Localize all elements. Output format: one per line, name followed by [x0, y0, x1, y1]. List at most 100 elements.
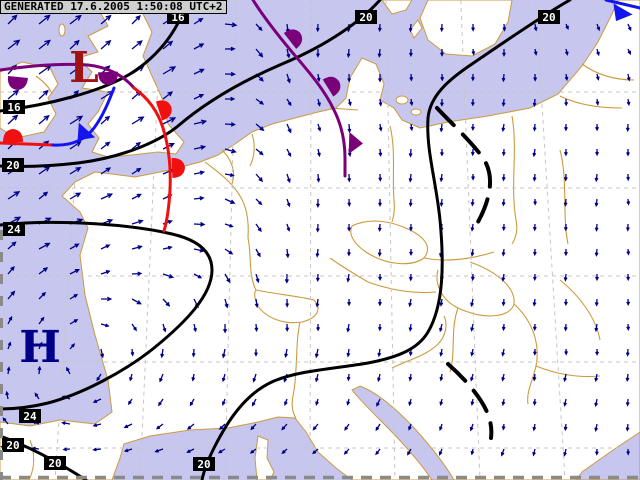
wind-arrow	[69, 243, 80, 250]
wind-arrow	[375, 423, 381, 432]
wind-arrow	[254, 298, 259, 309]
wind-arrow	[286, 173, 291, 184]
wind-arrow	[316, 173, 321, 183]
wind-arrow	[626, 448, 630, 456]
wind-arrow	[193, 17, 204, 25]
wind-arrow	[130, 348, 135, 357]
isoline-20	[200, 0, 572, 480]
wind-arrow	[409, 123, 414, 132]
wind-arrow	[440, 73, 445, 82]
wind-arrow	[563, 198, 568, 207]
wind-arrow	[193, 119, 208, 125]
wind-arrow	[470, 223, 475, 232]
wind-arrow	[625, 398, 630, 407]
island-zealand	[395, 95, 409, 105]
wind-arrow	[440, 49, 444, 57]
wind-arrow	[378, 323, 382, 332]
wind-arrow	[286, 223, 291, 232]
wind-arrow	[501, 423, 506, 431]
wind-arrow	[471, 48, 476, 56]
warm-front-line	[0, 141, 55, 147]
island-funen	[410, 108, 422, 116]
isobar-label: 20	[193, 457, 215, 471]
cold-front-line	[604, 0, 640, 10]
wind-arrow	[533, 48, 538, 56]
wind-arrow	[69, 319, 79, 325]
wind-arrow	[626, 323, 631, 331]
wind-arrow	[501, 198, 506, 207]
wind-arrow	[408, 23, 413, 33]
isobar-labels-layer: 16 16 20 20 24 24 20 20 20 20	[2, 10, 560, 471]
wind-arrow	[533, 273, 537, 282]
wind-arrow	[162, 40, 174, 50]
wind-arrow	[255, 123, 265, 132]
wind-arrow	[564, 148, 568, 157]
wind-arrow	[162, 323, 167, 333]
wind-arrow	[69, 192, 82, 200]
wind-arrow	[378, 148, 383, 157]
wind-arrow	[38, 242, 51, 250]
wind-arrow	[346, 323, 351, 333]
wind-arrow	[7, 290, 16, 300]
wind-arrow	[285, 323, 290, 332]
wind-arrow	[470, 373, 474, 382]
wind-arrow	[7, 14, 18, 25]
wind-arrow	[100, 115, 111, 125]
border-czech	[350, 220, 428, 265]
wind-arrow	[7, 191, 21, 200]
wind-arrow	[564, 73, 569, 82]
wind-arrow	[101, 296, 113, 302]
wind-arrow	[375, 448, 381, 456]
border-baltics-1	[559, 95, 623, 109]
wind-arrow	[501, 148, 506, 157]
island-hebrides	[58, 23, 66, 37]
wind-arrow	[470, 448, 475, 456]
wind-arrow	[5, 390, 10, 400]
wind-arrow	[439, 398, 444, 407]
trough-lines-layer	[435, 106, 494, 440]
isobar-label: 16	[3, 100, 25, 114]
wind-arrow	[564, 348, 568, 356]
isobar-label: 20	[355, 10, 377, 24]
wind-arrow	[470, 348, 475, 357]
trough-line	[435, 106, 493, 224]
wind-arrow	[347, 223, 351, 232]
island-gotland	[409, 19, 423, 39]
wind-arrow	[69, 14, 82, 25]
wind-arrow	[409, 98, 414, 107]
wind-arrow	[439, 23, 444, 33]
wind-arrow	[123, 448, 133, 453]
wind-arrow	[249, 448, 257, 454]
wind-arrow	[594, 173, 599, 183]
wind-arrows-layer	[0, 14, 632, 457]
cold-front-triangle-symbol	[77, 122, 96, 141]
isoline-16	[0, 0, 189, 113]
border-slovakia	[423, 251, 495, 261]
land-norway-tip	[381, 0, 413, 15]
wind-arrow	[343, 448, 350, 455]
wind-arrow	[470, 148, 475, 157]
wind-arrow	[193, 323, 197, 333]
wind-arrow	[255, 173, 264, 183]
wind-arrow	[408, 373, 413, 382]
wind-arrow	[37, 365, 42, 375]
wind-arrow	[501, 298, 506, 307]
wind-arrow	[502, 49, 506, 57]
wind-arrow	[131, 14, 141, 25]
wind-arrow	[625, 373, 630, 383]
wind-arrow	[131, 298, 142, 305]
wind-arrow	[38, 291, 47, 300]
wind-arrow	[501, 323, 506, 332]
high-pressure-symbol: H	[19, 322, 61, 373]
land-sweden	[419, 0, 513, 57]
wind-arrow	[224, 46, 236, 52]
cold-front-triangle-symbol	[613, 3, 633, 22]
wind-arrow	[626, 198, 631, 206]
wind-arrow	[69, 343, 76, 350]
wind-arrow	[255, 248, 261, 258]
wind-arrow	[123, 423, 133, 429]
wind-arrow	[316, 48, 320, 58]
wind-arrow	[38, 341, 43, 350]
